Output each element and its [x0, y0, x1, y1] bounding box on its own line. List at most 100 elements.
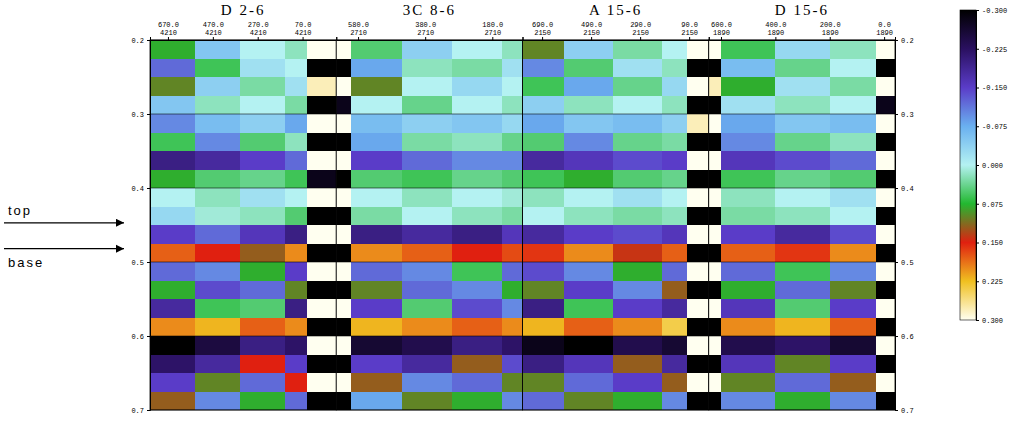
- cell: [687, 225, 709, 244]
- cdp-label: 2150: [632, 29, 649, 37]
- cell: [307, 133, 336, 152]
- cell: [336, 207, 351, 226]
- cell: [564, 318, 613, 337]
- tick-label: 0.2: [131, 37, 144, 45]
- cell: [307, 262, 336, 281]
- cell: [502, 355, 522, 374]
- cell: [452, 373, 502, 392]
- cdp-label: 4210: [160, 29, 177, 37]
- tick-mark: [147, 188, 150, 189]
- cell: [351, 225, 401, 244]
- cell: [336, 244, 351, 263]
- cell: [721, 355, 775, 374]
- panel-title: 3C 8-6: [403, 2, 456, 18]
- cell: [564, 336, 613, 355]
- cell: [336, 262, 351, 281]
- cell: [523, 114, 565, 133]
- cell: [502, 262, 522, 281]
- cell: [775, 392, 829, 411]
- tick: 200.01890: [820, 21, 841, 40]
- cell: [150, 318, 195, 337]
- cell: [285, 151, 307, 170]
- cell: [876, 40, 895, 59]
- cell: [351, 207, 401, 226]
- cell: [830, 281, 876, 300]
- cell: [240, 244, 285, 263]
- tick-mark: [830, 37, 831, 40]
- tick: 0.300: [976, 317, 1003, 325]
- tick-mark: [895, 40, 898, 41]
- cell: [613, 392, 662, 411]
- tick-mark: [147, 114, 150, 115]
- tick: 400.01890: [765, 21, 786, 40]
- tick-label: 0.000: [982, 162, 1003, 170]
- tick-label: -0.075: [982, 123, 1007, 131]
- cell: [721, 318, 775, 337]
- cell: [523, 281, 565, 300]
- cell: [830, 244, 876, 263]
- panel-title: D 15-6: [775, 2, 829, 18]
- cell: [195, 299, 240, 318]
- cell: [687, 336, 709, 355]
- cell: [613, 40, 662, 59]
- cell: [336, 151, 351, 170]
- cell: [452, 244, 502, 263]
- cell: [240, 40, 285, 59]
- cell: [351, 244, 401, 263]
- cell: [775, 188, 829, 207]
- cell: [452, 225, 502, 244]
- cell: [876, 188, 895, 207]
- cell: [285, 244, 307, 263]
- cell: [195, 40, 240, 59]
- tick-label: 0.3: [901, 111, 914, 119]
- cell: [150, 96, 195, 115]
- cell: [687, 188, 709, 207]
- cell: [876, 318, 895, 337]
- cell: [662, 299, 687, 318]
- cell: [721, 281, 775, 300]
- cell: [523, 355, 565, 374]
- cell: [662, 59, 687, 78]
- cell: [150, 170, 195, 189]
- cell: [195, 114, 240, 133]
- x-axis: 600.01890400.01890200.018900.01890: [709, 21, 895, 41]
- cell: [523, 392, 565, 411]
- cell: [150, 299, 195, 318]
- grid-line: [150, 114, 895, 115]
- cell: [709, 392, 721, 411]
- tick-label: 0.0: [878, 21, 891, 29]
- tick-mark: [976, 243, 979, 244]
- cell: [687, 299, 709, 318]
- cell: [336, 299, 351, 318]
- cell: [402, 151, 452, 170]
- cell: [195, 318, 240, 337]
- cell: [564, 170, 613, 189]
- tick-label: -0.225: [982, 45, 1007, 53]
- cell: [775, 170, 829, 189]
- tick-mark: [976, 320, 979, 321]
- cdp-label: 4210: [295, 29, 312, 37]
- cell: [402, 355, 452, 374]
- cell: [402, 336, 452, 355]
- cell: [285, 262, 307, 281]
- cell: [709, 151, 721, 170]
- cell: [307, 392, 336, 411]
- cdp-label: 2150: [583, 29, 600, 37]
- cell: [402, 188, 452, 207]
- tick-label: 400.0: [765, 21, 786, 29]
- tick: -0.300: [976, 7, 1007, 15]
- cell: [351, 262, 401, 281]
- cell: [452, 188, 502, 207]
- chart: 670.04210470.04210270.0421070.04210D 2-6…: [0, 0, 1032, 424]
- cell: [687, 262, 709, 281]
- cell: [402, 96, 452, 115]
- cell: [709, 40, 721, 59]
- cell: [195, 170, 240, 189]
- tick-mark: [976, 126, 979, 127]
- cell: [709, 299, 721, 318]
- cell: [662, 207, 687, 226]
- tick: 0.5: [131, 259, 150, 267]
- cell: [662, 262, 687, 281]
- cell: [613, 207, 662, 226]
- tick: 270.04210: [248, 21, 269, 40]
